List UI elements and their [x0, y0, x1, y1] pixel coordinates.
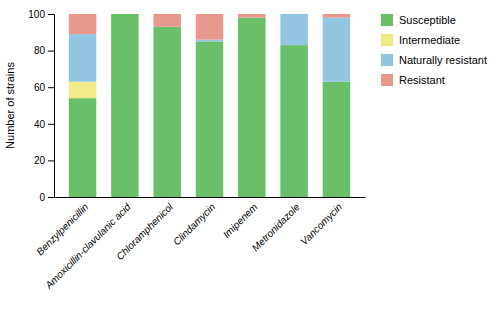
bar-segment: [323, 14, 351, 18]
series: [69, 14, 350, 40]
legend: Susceptible Intermediate Naturally resista…: [381, 14, 487, 86]
x-tick-label: Clindamycin: [171, 201, 218, 248]
x-tick: Clindamycin: [171, 201, 218, 248]
bar-segment: [238, 14, 266, 18]
y-tick-mark: [48, 197, 54, 198]
bar-segment: [196, 14, 224, 40]
series: [69, 14, 350, 82]
bar-segment: [323, 18, 351, 82]
bar-segment: [69, 98, 97, 197]
plot: 0 20 40 60 80 100 BenzylpenicillinAmoxicillin-…: [28, 9, 365, 292]
y-tick: 40: [34, 119, 54, 130]
bar-segment: [280, 14, 308, 45]
series: [69, 82, 97, 98]
legend-label: Naturally resistant: [399, 54, 487, 66]
bar-segment: [238, 18, 266, 197]
x-tick-label: Amoxicillin-clavulanic acid: [42, 201, 133, 292]
legend-swatch: [381, 74, 393, 86]
x-tick-label: Vancomycin: [298, 201, 344, 247]
legend-swatch: [381, 54, 393, 66]
x-tick: Imipenem: [221, 201, 260, 240]
bar-segment: [69, 14, 97, 34]
legend-label: Intermediate: [399, 34, 460, 46]
y-tick: 80: [34, 45, 54, 56]
y-axis-line: [48, 15, 55, 198]
legend-item: Naturally resistant: [381, 54, 487, 66]
bar-segment: [69, 82, 97, 98]
legend-item: Susceptible: [381, 14, 456, 26]
legend-swatch: [381, 14, 393, 26]
bar-segment: [153, 14, 181, 27]
x-tick-label: Chloramphenicol: [114, 201, 175, 262]
x-tick: Chloramphenicol: [114, 201, 175, 262]
bar-segment: [196, 41, 224, 197]
legend-label: Resistant: [399, 74, 445, 86]
y-tick-label: 80: [34, 45, 46, 56]
x-tick: Vancomycin: [298, 201, 344, 247]
x-tick: Metronidazole: [250, 201, 303, 254]
y-axis: 0 20 40 60 80 100: [28, 9, 54, 203]
bar-segment: [153, 27, 181, 197]
y-tick-mark: [48, 14, 54, 15]
y-axis-title: Number of strains: [4, 62, 16, 149]
y-tick: 100: [28, 9, 54, 20]
x-tick: Amoxicillin-clavulanic acid: [42, 201, 133, 292]
bar-segment: [111, 14, 139, 15]
y-tick-label: 40: [34, 119, 46, 130]
x-tick-label: Metronidazole: [250, 201, 303, 254]
legend-label: Susceptible: [399, 14, 456, 26]
legend-swatch: [381, 34, 393, 46]
bar-segment: [111, 14, 139, 15]
bar-segment: [280, 45, 308, 197]
bar-segment: [280, 14, 308, 15]
chart: 0 20 40 60 80 100 BenzylpenicillinAmoxicillin-…: [0, 0, 500, 312]
bar-segment: [323, 82, 351, 197]
y-tick-mark: [48, 87, 54, 88]
y-tick-mark: [48, 51, 54, 52]
bar-segment: [69, 34, 97, 82]
legend-item: Resistant: [381, 74, 445, 86]
y-tick: 20: [34, 155, 54, 166]
y-tick-label: 100: [28, 9, 45, 20]
series: [69, 14, 350, 197]
y-tick-label: 60: [34, 82, 46, 93]
y-tick-mark: [48, 160, 54, 161]
bar-segment: [111, 14, 139, 15]
y-tick-label: 0: [39, 192, 45, 203]
x-axis: BenzylpenicillinAmoxicillin-clavulanic a…: [34, 198, 365, 292]
y-tick-mark: [48, 124, 54, 125]
x-tick-label: Imipenem: [221, 201, 260, 240]
bars: [69, 14, 350, 197]
y-tick: 60: [34, 82, 54, 93]
x-axis-line: [55, 197, 366, 198]
y-tick: 0: [39, 192, 54, 203]
bar-segment: [111, 14, 139, 197]
y-tick-label: 20: [34, 155, 46, 166]
legend-item: Intermediate: [381, 34, 460, 46]
bar-segment: [196, 40, 224, 42]
